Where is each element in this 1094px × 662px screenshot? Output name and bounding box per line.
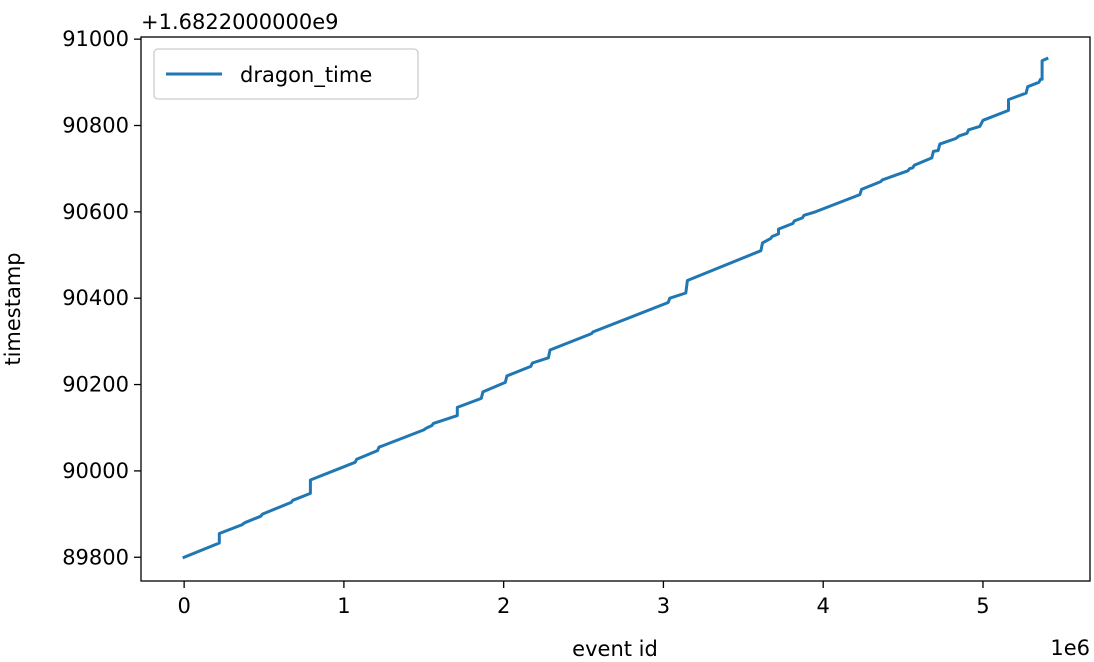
y-tick-label: 90400 xyxy=(62,286,129,310)
x-tick-label: 1 xyxy=(337,594,350,618)
y-axis-title: timestamp xyxy=(1,252,25,365)
x-tick-label: 5 xyxy=(976,594,989,618)
plot-frame xyxy=(140,36,1091,582)
y-axis: 89800 90000 90200 90400 90600 90800 91000 xyxy=(62,27,141,569)
plot-area-background xyxy=(141,37,1090,581)
x-axis: 0 1 2 3 4 5 xyxy=(177,581,990,618)
y-tick-label: 89800 xyxy=(62,545,129,569)
x-tick-label: 0 xyxy=(177,594,190,618)
x-axis-title: event id xyxy=(572,637,658,661)
legend-label-dragon-time: dragon_time xyxy=(240,63,372,88)
y-tick-label: 90600 xyxy=(62,200,129,224)
y-tick-label: 90000 xyxy=(62,459,129,483)
y-tick-label: 90200 xyxy=(62,373,129,397)
legend: dragon_time xyxy=(153,48,419,100)
y-tick-label: 90800 xyxy=(62,114,129,138)
x-tick-label: 2 xyxy=(497,594,510,618)
y-offset-label: +1.6822000000e9 xyxy=(141,10,339,34)
legend-box xyxy=(153,48,419,100)
x-offset-label: 1e6 xyxy=(1050,636,1090,660)
series-line-dragon-time xyxy=(182,56,1049,560)
series-layer xyxy=(182,56,1049,560)
x-tick-label: 4 xyxy=(817,594,830,618)
x-tick-label: 3 xyxy=(657,594,670,618)
y-tick-label: 91000 xyxy=(62,27,129,51)
